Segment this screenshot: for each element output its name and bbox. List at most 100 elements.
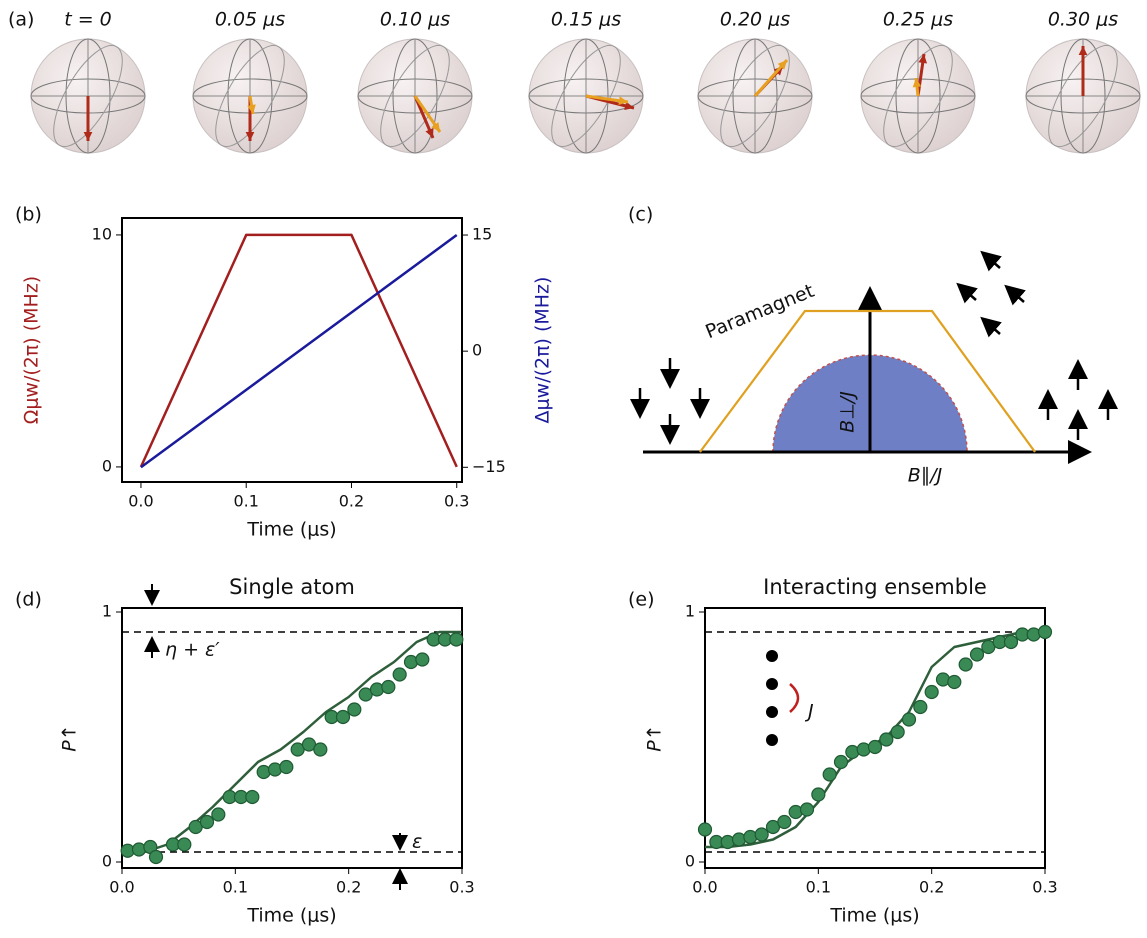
arrow-head: [1078, 46, 1088, 56]
data-point: [415, 652, 430, 667]
data-point: [335, 709, 351, 725]
arrow-head: [777, 60, 787, 70]
coupling-arrow: [789, 683, 800, 713]
x-tick-label: 0.0: [692, 878, 717, 897]
y-axis-label: P↑: [59, 724, 81, 751]
data-point: [924, 684, 939, 700]
data-point: [822, 767, 837, 782]
x-tick-label: 0.3: [1032, 878, 1057, 897]
data-point: [969, 647, 985, 662]
data-point: [449, 632, 464, 647]
time-label: 0.30 μs: [1048, 9, 1118, 31]
y2-tick-label: 0: [472, 341, 482, 360]
sphere-grid: [53, 44, 123, 148]
panel-label: (d): [15, 589, 42, 611]
y-tick-label: 0: [102, 852, 112, 871]
sphere-grid: [380, 44, 450, 148]
arrow-head: [431, 122, 440, 132]
sphere-grid: [1048, 44, 1118, 148]
x-tick-label: 0.3: [449, 878, 474, 897]
plot-frame: [121, 217, 463, 483]
y2-axis-label: Δμw/(2π) (MHz): [532, 277, 554, 424]
sphere-grid: [720, 44, 790, 148]
y-tick-label: 1: [102, 602, 112, 621]
x-tick-label: 0.1: [223, 878, 248, 897]
x-tick-label: 0.2: [336, 878, 361, 897]
sphere-grid: [215, 44, 285, 148]
y-tick-label: 0: [102, 456, 112, 475]
data-point: [754, 827, 769, 842]
sphere-grid: [551, 44, 621, 148]
data-point: [697, 822, 713, 837]
region-label: Paramagnet: [702, 280, 817, 344]
atom-chain: [766, 650, 800, 746]
x-tick-label: 0.0: [109, 878, 134, 897]
data-point: [392, 667, 407, 682]
spin-arrows: [630, 250, 1118, 445]
data-point: [199, 814, 215, 830]
series-line: [139, 233, 458, 468]
x-tick-label: 0.2: [919, 878, 944, 897]
arrow-head: [247, 104, 256, 114]
panel-label: (b): [15, 204, 42, 226]
time-label: 0.15 μs: [551, 9, 621, 31]
x-axis-label: B∥/J: [908, 465, 943, 487]
annotation: ε: [412, 831, 422, 853]
y2-tick-label: −15: [472, 457, 506, 476]
x-axis-label: Time (μs): [246, 905, 336, 927]
time-label: 0.20 μs: [720, 9, 790, 31]
x-tick-label: 0.1: [233, 492, 258, 511]
plot-frame: [121, 607, 463, 869]
data-point: [245, 789, 260, 805]
data-point: [947, 674, 962, 690]
path-arrow: [931, 310, 1002, 407]
arrow-head: [624, 101, 634, 111]
data-point: [177, 837, 192, 852]
x-tick-label: 0.1: [806, 878, 831, 897]
time-label: t = 0: [64, 9, 112, 31]
annotation: η + ε′: [165, 639, 220, 661]
data-point: [381, 679, 396, 695]
y-axis-label: Ωμw/(2π) (MHz): [21, 276, 43, 424]
x-tick-label: 0.0: [128, 492, 153, 511]
chart-title: Interacting ensemble: [763, 575, 987, 599]
gap-arrows: [144, 584, 408, 890]
series-line: [705, 630, 1045, 849]
x-tick-label: 0.3: [444, 492, 469, 511]
y-axis-label: P↑: [644, 724, 666, 751]
phase-diagram: Paramagnet B⊥/J B∥/J: [630, 250, 1118, 487]
series-line: [140, 234, 458, 469]
panel-label: (a): [8, 9, 34, 31]
time-label: 0.25 μs: [883, 9, 953, 31]
data-point: [867, 739, 883, 755]
y2-tick-label: 15: [472, 225, 492, 244]
panel-label: (e): [628, 589, 655, 611]
data-point: [279, 759, 294, 775]
time-label: 0.05 μs: [215, 9, 285, 31]
sphere-grid: [883, 44, 953, 148]
data-point: [913, 699, 928, 715]
data-point: [833, 754, 849, 770]
y-axis-label: B⊥/J: [837, 391, 859, 433]
data-point: [347, 702, 362, 717]
arrow-head: [83, 131, 93, 141]
x-tick-label: 0.2: [339, 492, 364, 511]
data-point: [879, 732, 894, 747]
annotation: J: [804, 701, 814, 723]
x-axis-label: Time (μs): [829, 905, 919, 927]
chart-title: Single atom: [229, 575, 355, 599]
y-tick-label: 0: [685, 852, 695, 871]
data-point: [890, 724, 905, 740]
data-point: [148, 849, 164, 865]
data-point: [1037, 624, 1053, 640]
x-axis-label: Time (μs): [246, 519, 336, 541]
y-tick-label: 10: [92, 224, 112, 243]
data-point: [1003, 634, 1019, 650]
data-point: [799, 802, 815, 817]
data-point: [811, 787, 826, 802]
plot-frame: [704, 607, 1046, 869]
arrow-head: [912, 78, 922, 88]
arrow-head: [618, 96, 628, 106]
arrow-head: [425, 128, 434, 138]
